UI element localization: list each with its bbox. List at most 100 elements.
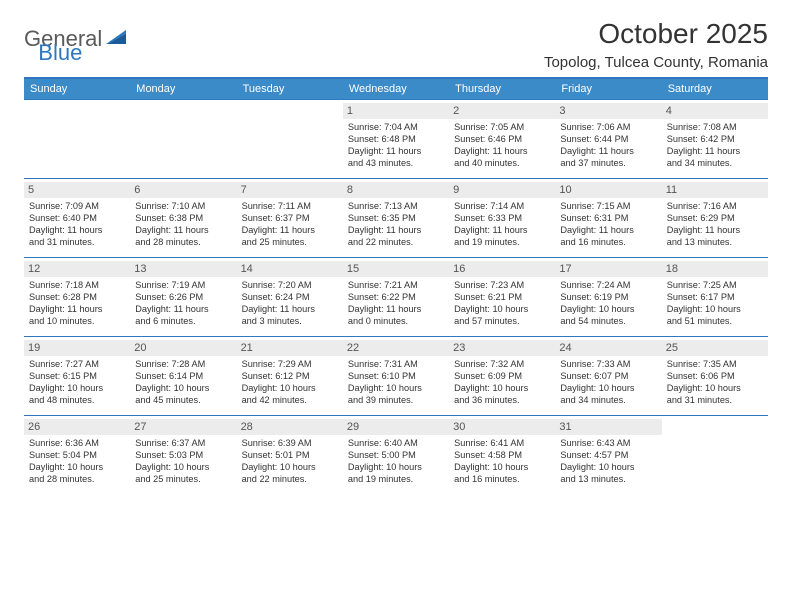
day1-text: Daylight: 10 hours xyxy=(667,383,763,395)
sunset-text: Sunset: 6:46 PM xyxy=(454,134,550,146)
sunrise-text: Sunrise: 7:24 AM xyxy=(560,280,656,292)
sunrise-text: Sunrise: 7:06 AM xyxy=(560,122,656,134)
day-number: 27 xyxy=(130,419,236,435)
sunset-text: Sunset: 6:31 PM xyxy=(560,213,656,225)
dow-wednesday: Wednesday xyxy=(343,79,449,99)
sunset-text: Sunset: 6:29 PM xyxy=(667,213,763,225)
month-title: October 2025 xyxy=(544,18,768,50)
sunrise-text: Sunrise: 7:27 AM xyxy=(29,359,125,371)
day-cell xyxy=(130,100,236,178)
sunrise-text: Sunrise: 7:08 AM xyxy=(667,122,763,134)
header: General Blue October 2025 Topolog, Tulce… xyxy=(24,18,768,71)
sunrise-text: Sunrise: 7:21 AM xyxy=(348,280,444,292)
day-number: 28 xyxy=(237,419,343,435)
sunrise-text: Sunrise: 7:35 AM xyxy=(667,359,763,371)
sunset-text: Sunset: 6:33 PM xyxy=(454,213,550,225)
day1-text: Daylight: 10 hours xyxy=(454,462,550,474)
sunset-text: Sunset: 6:07 PM xyxy=(560,371,656,383)
day1-text: Daylight: 10 hours xyxy=(348,383,444,395)
sunset-text: Sunset: 6:22 PM xyxy=(348,292,444,304)
day-cell: 19Sunrise: 7:27 AMSunset: 6:15 PMDayligh… xyxy=(24,337,130,415)
day-cell: 30Sunrise: 6:41 AMSunset: 4:58 PMDayligh… xyxy=(449,416,555,494)
day-number: 16 xyxy=(449,261,555,277)
dow-saturday: Saturday xyxy=(662,79,768,99)
sunset-text: Sunset: 6:24 PM xyxy=(242,292,338,304)
sunrise-text: Sunrise: 7:05 AM xyxy=(454,122,550,134)
day-number: 8 xyxy=(343,182,449,198)
day-number: 18 xyxy=(662,261,768,277)
day1-text: Daylight: 11 hours xyxy=(348,225,444,237)
sunset-text: Sunset: 6:14 PM xyxy=(135,371,231,383)
day-cell: 4Sunrise: 7:08 AMSunset: 6:42 PMDaylight… xyxy=(662,100,768,178)
sunset-text: Sunset: 6:40 PM xyxy=(29,213,125,225)
sunset-text: Sunset: 6:21 PM xyxy=(454,292,550,304)
sunset-text: Sunset: 6:44 PM xyxy=(560,134,656,146)
day2-text: and 16 minutes. xyxy=(454,474,550,486)
day-cell xyxy=(237,100,343,178)
day1-text: Daylight: 10 hours xyxy=(560,383,656,395)
day-cell: 6Sunrise: 7:10 AMSunset: 6:38 PMDaylight… xyxy=(130,179,236,257)
day2-text: and 34 minutes. xyxy=(560,395,656,407)
week-row: 5Sunrise: 7:09 AMSunset: 6:40 PMDaylight… xyxy=(24,178,768,257)
sunrise-text: Sunrise: 7:04 AM xyxy=(348,122,444,134)
day-number: 6 xyxy=(130,182,236,198)
day-cell: 21Sunrise: 7:29 AMSunset: 6:12 PMDayligh… xyxy=(237,337,343,415)
day-number: 11 xyxy=(662,182,768,198)
day2-text: and 37 minutes. xyxy=(560,158,656,170)
day1-text: Daylight: 11 hours xyxy=(454,225,550,237)
day-cell: 28Sunrise: 6:39 AMSunset: 5:01 PMDayligh… xyxy=(237,416,343,494)
sunrise-text: Sunrise: 6:39 AM xyxy=(242,438,338,450)
sunrise-text: Sunrise: 7:33 AM xyxy=(560,359,656,371)
day1-text: Daylight: 11 hours xyxy=(135,225,231,237)
sunrise-text: Sunrise: 6:37 AM xyxy=(135,438,231,450)
day-number: 13 xyxy=(130,261,236,277)
day2-text: and 25 minutes. xyxy=(135,474,231,486)
day-cell: 20Sunrise: 7:28 AMSunset: 6:14 PMDayligh… xyxy=(130,337,236,415)
day1-text: Daylight: 11 hours xyxy=(348,304,444,316)
day-number: 9 xyxy=(449,182,555,198)
day-cell: 8Sunrise: 7:13 AMSunset: 6:35 PMDaylight… xyxy=(343,179,449,257)
calendar: Sunday Monday Tuesday Wednesday Thursday… xyxy=(24,77,768,494)
day-number xyxy=(24,103,130,119)
day-number xyxy=(237,103,343,119)
sunrise-text: Sunrise: 7:16 AM xyxy=(667,201,763,213)
week-row: 26Sunrise: 6:36 AMSunset: 5:04 PMDayligh… xyxy=(24,415,768,494)
sunset-text: Sunset: 6:12 PM xyxy=(242,371,338,383)
day2-text: and 43 minutes. xyxy=(348,158,444,170)
day-number: 3 xyxy=(555,103,661,119)
day2-text: and 28 minutes. xyxy=(135,237,231,249)
sunset-text: Sunset: 6:17 PM xyxy=(667,292,763,304)
sunrise-text: Sunrise: 7:09 AM xyxy=(29,201,125,213)
day1-text: Daylight: 10 hours xyxy=(560,462,656,474)
sunset-text: Sunset: 6:06 PM xyxy=(667,371,763,383)
week-row: 12Sunrise: 7:18 AMSunset: 6:28 PMDayligh… xyxy=(24,257,768,336)
sunrise-text: Sunrise: 7:19 AM xyxy=(135,280,231,292)
sunset-text: Sunset: 6:28 PM xyxy=(29,292,125,304)
day-cell: 9Sunrise: 7:14 AMSunset: 6:33 PMDaylight… xyxy=(449,179,555,257)
weeks-container: 1Sunrise: 7:04 AMSunset: 6:48 PMDaylight… xyxy=(24,99,768,494)
day-cell: 24Sunrise: 7:33 AMSunset: 6:07 PMDayligh… xyxy=(555,337,661,415)
day-cell: 14Sunrise: 7:20 AMSunset: 6:24 PMDayligh… xyxy=(237,258,343,336)
day2-text: and 0 minutes. xyxy=(348,316,444,328)
day-number: 25 xyxy=(662,340,768,356)
day2-text: and 51 minutes. xyxy=(667,316,763,328)
sunrise-text: Sunrise: 7:29 AM xyxy=(242,359,338,371)
title-block: October 2025 Topolog, Tulcea County, Rom… xyxy=(544,18,768,71)
day1-text: Daylight: 10 hours xyxy=(135,383,231,395)
day1-text: Daylight: 10 hours xyxy=(29,462,125,474)
day-cell: 5Sunrise: 7:09 AMSunset: 6:40 PMDaylight… xyxy=(24,179,130,257)
dow-monday: Monday xyxy=(130,79,236,99)
day-cell: 31Sunrise: 6:43 AMSunset: 4:57 PMDayligh… xyxy=(555,416,661,494)
day-number: 7 xyxy=(237,182,343,198)
day-cell: 7Sunrise: 7:11 AMSunset: 6:37 PMDaylight… xyxy=(237,179,343,257)
day2-text: and 25 minutes. xyxy=(242,237,338,249)
dow-row: Sunday Monday Tuesday Wednesday Thursday… xyxy=(24,79,768,99)
sunrise-text: Sunrise: 7:15 AM xyxy=(560,201,656,213)
sunset-text: Sunset: 6:09 PM xyxy=(454,371,550,383)
day2-text: and 10 minutes. xyxy=(29,316,125,328)
week-row: 19Sunrise: 7:27 AMSunset: 6:15 PMDayligh… xyxy=(24,336,768,415)
day1-text: Daylight: 11 hours xyxy=(560,146,656,158)
sunrise-text: Sunrise: 6:40 AM xyxy=(348,438,444,450)
dow-tuesday: Tuesday xyxy=(237,79,343,99)
calendar-page: General Blue October 2025 Topolog, Tulce… xyxy=(0,0,792,512)
